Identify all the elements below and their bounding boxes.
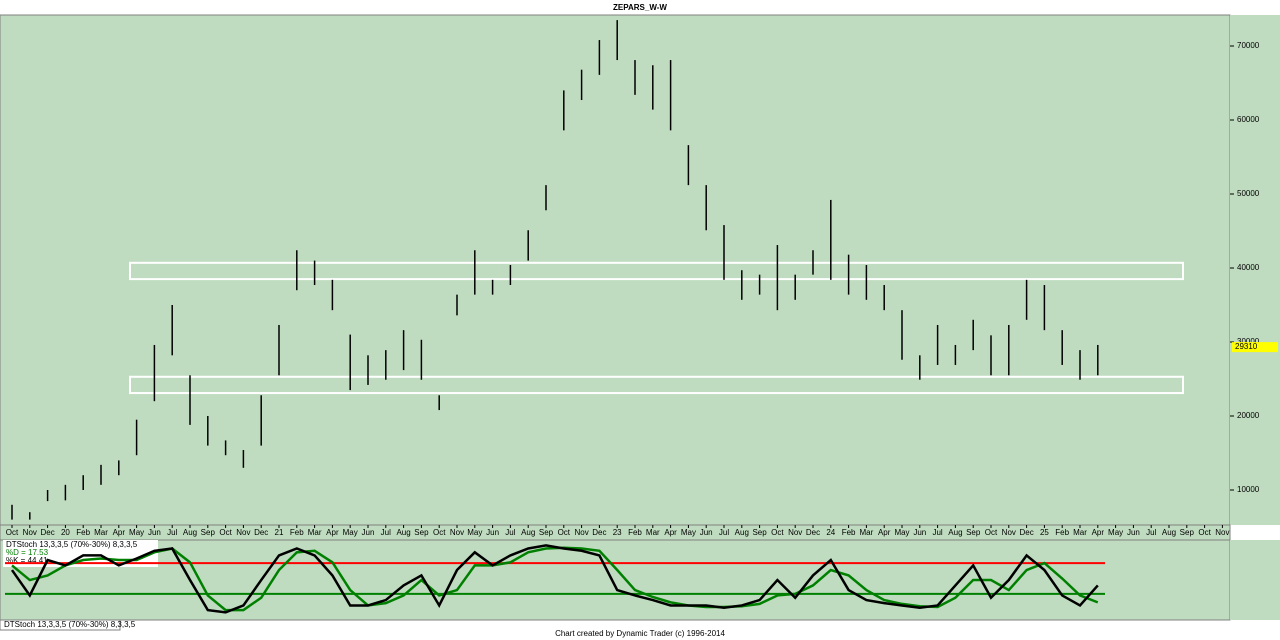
x-tick-label: Mar [308, 528, 322, 537]
x-tick-label: Nov [450, 528, 464, 537]
y-tick-label: 60000 [1237, 115, 1260, 124]
x-tick-label: Oct [558, 528, 571, 537]
x-tick-label: Sep [1180, 528, 1195, 537]
x-tick-label: 25 [1040, 528, 1049, 537]
x-tick-label: Jul [381, 528, 391, 537]
price-zone [129, 261, 1184, 281]
x-tick-label: Apr [326, 528, 339, 537]
x-tick-label: Nov [236, 528, 250, 537]
x-tick-label: Jun [362, 528, 375, 537]
indicator-label: DTStoch 13,3,3,5 (70%-30%) 8,3,3,5 [6, 540, 138, 549]
x-tick-label: 24 [826, 528, 835, 537]
x-tick-label: Dec [254, 528, 268, 537]
x-tick-label: Dec [40, 528, 54, 537]
x-tick-label: Mar [94, 528, 108, 537]
indicator-tab[interactable] [0, 619, 121, 631]
x-tick-label: Feb [1055, 528, 1069, 537]
x-tick-label: Oct [219, 528, 232, 537]
chart-title: ZEPARS_W-W [613, 3, 667, 12]
x-tick-label: Sep [752, 528, 767, 537]
x-tick-label: Oct [771, 528, 784, 537]
x-tick-label: Aug [735, 528, 749, 537]
x-tick-label: Oct [1198, 528, 1211, 537]
x-tick-label: Nov [23, 528, 37, 537]
x-tick-label: May [467, 528, 482, 537]
x-tick-label: Jun [486, 528, 499, 537]
x-tick-label: Aug [948, 528, 962, 537]
x-tick-label: Nov [788, 528, 802, 537]
price-zone [129, 375, 1184, 395]
x-tick-label: Dec [806, 528, 820, 537]
x-tick-label: Aug [183, 528, 197, 537]
x-tick-label: Aug [1162, 528, 1176, 537]
x-tick-label: Feb [628, 528, 642, 537]
x-tick-label: Dec [592, 528, 606, 537]
footer: Chart created by Dynamic Trader (c) 1996… [555, 629, 725, 638]
x-tick-label: Apr [664, 528, 677, 537]
indicator-line [10, 544, 1099, 614]
x-tick-label: Apr [878, 528, 891, 537]
x-tick-label: Jul [719, 528, 729, 537]
tab-label: DTStoch 13,3,3,5 (70%-30%) 8,3,3,5 [4, 620, 136, 629]
x-tick-label: Jun [1127, 528, 1140, 537]
x-tick-label: Aug [396, 528, 410, 537]
x-tick-label: Jun [148, 528, 161, 537]
x-tick-label: Dec [1019, 528, 1033, 537]
x-tick-label: Apr [1092, 528, 1105, 537]
x-tick-label: May [1108, 528, 1123, 537]
x-tick-label: Aug [521, 528, 535, 537]
x-tick-label: Jul [505, 528, 515, 537]
last-price-box [1232, 342, 1278, 353]
d-label: %D = 17.53 [6, 548, 49, 557]
x-tick-label: Jul [1146, 528, 1156, 537]
x-tick-label: May [681, 528, 696, 537]
price-axis [1230, 15, 1280, 525]
x-tick-label: Apr [113, 528, 126, 537]
x-tick-label: Oct [985, 528, 998, 537]
x-tick-label: Nov [574, 528, 588, 537]
y-tick-label: 20000 [1237, 411, 1260, 420]
x-tick-label: Mar [646, 528, 660, 537]
x-tick-label: Jul [932, 528, 942, 537]
x-tick-label: Jun [913, 528, 926, 537]
x-tick-label: 20 [61, 528, 70, 537]
x-tick-label: Mar [860, 528, 874, 537]
x-tick-label: May [129, 528, 144, 537]
x-tick-label: May [894, 528, 909, 537]
x-tick-label: Feb [76, 528, 90, 537]
y-tick-label: 50000 [1237, 189, 1260, 198]
x-tick-label: Feb [290, 528, 304, 537]
x-tick-label: Jun [700, 528, 713, 537]
x-tick-label: Sep [539, 528, 554, 537]
x-tick-label: Sep [966, 528, 981, 537]
x-tick-label: Sep [414, 528, 429, 537]
x-tick-label: 23 [613, 528, 622, 537]
y-tick-label: 30000 [1237, 337, 1260, 346]
last-price-label: 29310 [1235, 342, 1258, 351]
y-tick-label: 10000 [1237, 485, 1260, 494]
price-panel [0, 14, 1231, 526]
x-tick-label: Nov [1215, 528, 1229, 537]
x-tick-label: 21 [275, 528, 284, 537]
indicator-panel [0, 539, 1231, 621]
y-tick-label: 40000 [1237, 263, 1260, 272]
k-label: %K = 44.41 [6, 556, 48, 565]
x-tick-label: Feb [842, 528, 856, 537]
x-tick-label: Nov [1002, 528, 1016, 537]
x-tick-label: Mar [1073, 528, 1087, 537]
indicator-axis [1230, 540, 1280, 620]
x-tick-label: Oct [6, 528, 19, 537]
x-tick-label: Oct [433, 528, 446, 537]
x-tick-label: Jul [167, 528, 177, 537]
x-tick-label: May [343, 528, 358, 537]
x-tick-label: Sep [201, 528, 216, 537]
y-tick-label: 70000 [1237, 41, 1260, 50]
